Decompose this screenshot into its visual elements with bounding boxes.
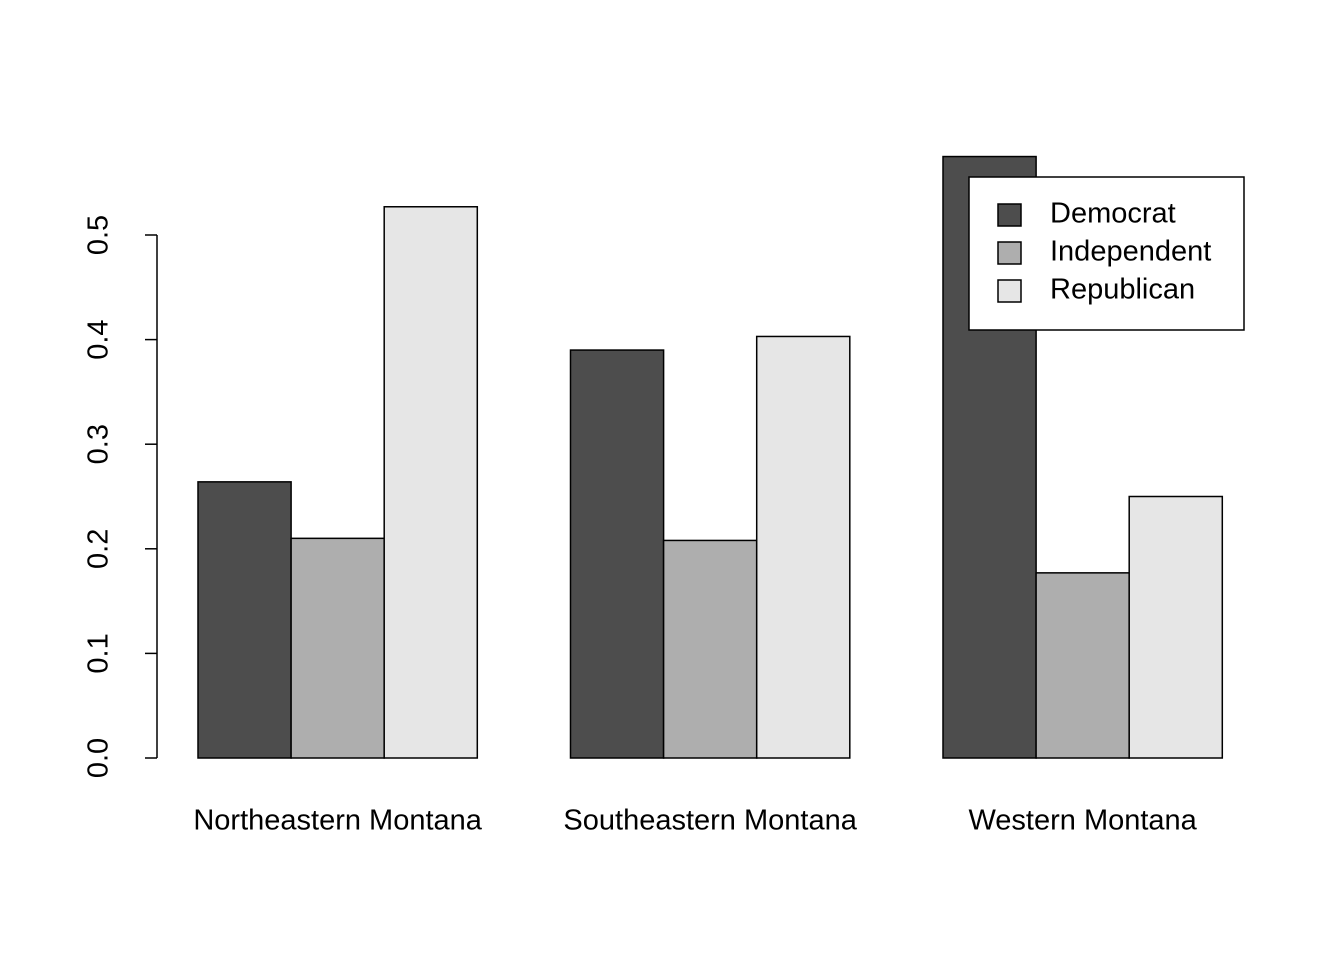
legend-label: Republican bbox=[1050, 274, 1195, 306]
bar bbox=[755, 335, 851, 759]
legend-swatch bbox=[997, 203, 1022, 227]
bar bbox=[662, 539, 758, 759]
bar bbox=[290, 537, 385, 759]
bar bbox=[1128, 495, 1224, 759]
legend-label: Independent bbox=[1050, 236, 1211, 268]
legend-swatch bbox=[997, 279, 1022, 303]
bar bbox=[569, 349, 665, 759]
x-tick-label: Northeastern Montana bbox=[193, 805, 482, 837]
bar bbox=[1035, 572, 1130, 759]
y-tick-label: 0.3 bbox=[83, 424, 115, 464]
legend-swatch bbox=[997, 241, 1022, 265]
x-tick-label: Southeastern Montana bbox=[563, 805, 857, 837]
y-tick-label: 0.0 bbox=[83, 738, 115, 778]
y-tick-label: 0.5 bbox=[83, 215, 115, 255]
bar bbox=[383, 206, 479, 759]
y-tick-label: 0.2 bbox=[83, 529, 115, 569]
bar bbox=[197, 481, 292, 759]
y-tick-label: 0.1 bbox=[83, 633, 115, 673]
x-tick-label: Western Montana bbox=[968, 805, 1197, 837]
legend-label: Democrat bbox=[1050, 198, 1176, 230]
y-tick-label: 0.4 bbox=[83, 319, 115, 359]
